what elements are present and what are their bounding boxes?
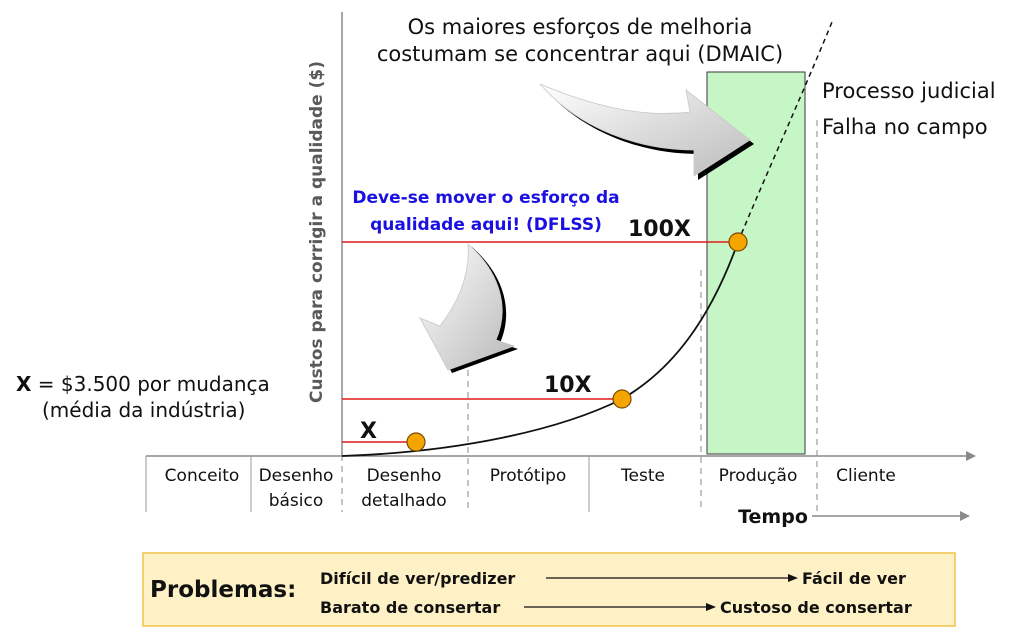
phase-detailed-design-l2: detalhado bbox=[361, 491, 446, 511]
phase-detailed-design-l1: Desenho bbox=[367, 466, 442, 486]
problems-background bbox=[142, 552, 956, 627]
problems-row1-arrowhead bbox=[788, 574, 798, 582]
phase-separators bbox=[145, 456, 590, 512]
problems-box: Problemas: Difícil de ver/predizer Fácil… bbox=[142, 552, 956, 627]
point-10x bbox=[612, 389, 632, 409]
problems-row2-right: Custoso de consertar bbox=[720, 598, 912, 617]
level-label-100x: 100X bbox=[628, 217, 691, 242]
phase-production: Produção bbox=[719, 466, 798, 486]
phase-basic-design-l2: básico bbox=[269, 491, 324, 511]
x-axis-label: Tempo bbox=[738, 506, 808, 528]
cost-curve-dashed bbox=[737, 21, 833, 243]
phase-prototype: Protótipo bbox=[490, 466, 567, 486]
problems-row1-right: Fácil de ver bbox=[802, 569, 906, 588]
phase-labels: Conceito Desenho básico Desenho detalhad… bbox=[165, 466, 896, 511]
problems-title: Problemas: bbox=[150, 577, 296, 603]
dmaic-curved-arrow bbox=[539, 83, 754, 180]
phase-test: Teste bbox=[620, 466, 665, 486]
right-label-lawsuit: Processo judicial bbox=[822, 79, 996, 103]
level-lines bbox=[342, 241, 738, 443]
time-arrow-head bbox=[960, 511, 970, 521]
dflss-curved-arrow bbox=[419, 243, 518, 373]
phase-dividers bbox=[341, 120, 818, 512]
dflss-annotation-line2: qualidade aqui! (DFLSS) bbox=[370, 215, 602, 235]
x-axis-arrowhead bbox=[966, 451, 976, 461]
level-label-x: X bbox=[360, 419, 377, 444]
point-x bbox=[406, 432, 426, 452]
phase-basic-design-l1: Desenho bbox=[259, 466, 334, 486]
dmaic-arrow-body bbox=[539, 83, 751, 177]
problems-row2-arrowhead bbox=[706, 603, 716, 611]
phase-concept: Conceito bbox=[165, 466, 240, 486]
right-label-field-failure: Falha no campo bbox=[822, 115, 988, 139]
dmaic-annotation-line2: costumam se concentrar aqui (DMAIC) bbox=[377, 42, 783, 66]
point-100x bbox=[728, 232, 748, 252]
x-note-symbol: X bbox=[16, 372, 32, 396]
level-points bbox=[406, 232, 748, 452]
dflss-arrow-body bbox=[419, 243, 516, 371]
x-note-value: = $3.500 por mudança bbox=[31, 372, 269, 396]
y-axis-label: Custos para corrigir a qualidade ($) bbox=[307, 61, 327, 403]
x-note-line2: (média da indústria) bbox=[42, 398, 245, 422]
level-label-10x: 10X bbox=[544, 373, 592, 398]
phase-client: Cliente bbox=[836, 466, 896, 486]
dmaic-annotation-line1: Os maiores esforços de melhoria bbox=[408, 15, 753, 39]
problems-row2-left: Barato de consertar bbox=[320, 598, 500, 617]
cost-curve bbox=[341, 241, 739, 457]
dflss-annotation-line1: Deve-se mover o esforço da bbox=[352, 188, 619, 208]
problems-row1-left: Difícil de ver/predizer bbox=[320, 569, 515, 588]
x-note-line1: X = $3.500 por mudança bbox=[16, 372, 270, 396]
